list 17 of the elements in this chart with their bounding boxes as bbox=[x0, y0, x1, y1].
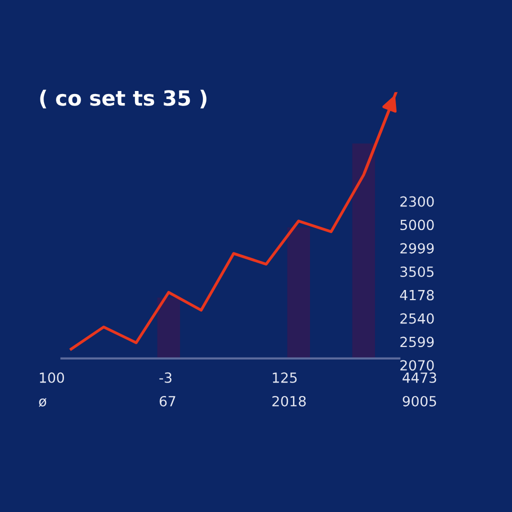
text: 100 bbox=[40, 372, 64, 383]
text: 2300 bbox=[400, 196, 434, 207]
text: 2070 bbox=[400, 360, 434, 371]
text: 125 bbox=[272, 372, 297, 383]
text: 4473 bbox=[402, 372, 436, 383]
text: 2540 bbox=[400, 313, 434, 324]
text: 2018 bbox=[272, 396, 306, 406]
text: 5000 bbox=[400, 220, 434, 230]
chart-title: ( co set ts 35 ) bbox=[40, 90, 206, 108]
text: 2599 bbox=[400, 336, 434, 348]
text: 67 bbox=[160, 396, 176, 406]
text: 2999 bbox=[400, 243, 434, 254]
text: 9005 bbox=[402, 396, 436, 406]
text: 4178 bbox=[400, 290, 434, 300]
text: -3 bbox=[159, 372, 172, 383]
text: ø bbox=[38, 398, 46, 407]
text: 3505 bbox=[400, 266, 434, 277]
